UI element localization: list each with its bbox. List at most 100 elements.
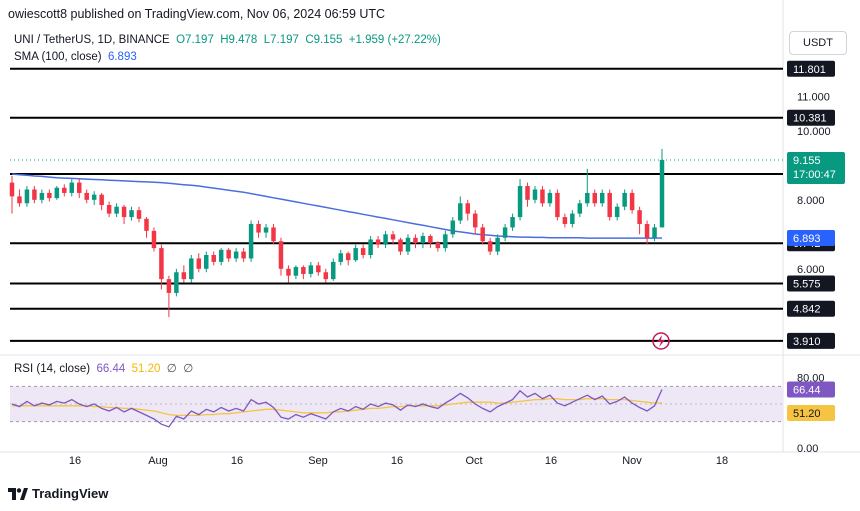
rsi-label: RSI (14, close) xyxy=(14,363,91,375)
candle-body xyxy=(629,192,635,211)
high-value: H9.478 xyxy=(220,34,258,46)
candle-body xyxy=(435,242,441,249)
candle-body xyxy=(450,220,456,235)
candle-body xyxy=(532,189,538,200)
rsi-line xyxy=(11,389,663,428)
candle-body xyxy=(278,241,284,269)
last-price-label: 9.155 xyxy=(793,155,821,167)
sma-tag xyxy=(787,230,835,246)
candle-body xyxy=(465,203,470,214)
candle-body xyxy=(166,279,172,293)
candle-body xyxy=(196,258,202,269)
rsi-ma-tag-label: 51.20 xyxy=(793,408,821,420)
candle-body xyxy=(585,192,590,204)
candle-body xyxy=(271,227,276,242)
close-value: C9.155 xyxy=(305,34,343,46)
candle-body xyxy=(129,210,134,218)
candle-body xyxy=(286,268,291,276)
candle-body xyxy=(547,192,553,204)
price-tick-label: 8.000 xyxy=(797,195,825,207)
candle-body xyxy=(77,182,82,193)
symbol-legend: UNI / TetherUS, 1D, BINANCE O7.197 H9.47… xyxy=(14,34,441,46)
price-tick-label: 10.000 xyxy=(797,126,831,138)
candle-body xyxy=(614,206,620,218)
sma-label: SMA (100, close) xyxy=(14,51,102,63)
candle-body xyxy=(316,265,321,273)
candle-body xyxy=(181,272,187,280)
candle-body xyxy=(136,210,142,219)
candle-body xyxy=(204,255,209,269)
level-tag-label: 11.801 xyxy=(793,64,826,76)
price-tick-label: 11.000 xyxy=(797,91,830,103)
candle-body xyxy=(323,272,329,280)
change-value: +1.959 (+27.22%) xyxy=(348,34,441,46)
sma-legend[interactable]: SMA (100, close) 6.893 xyxy=(14,51,137,63)
candle-body xyxy=(360,248,366,255)
rsi-extra-1: ∅ xyxy=(166,363,177,375)
time-tick-label: 16 xyxy=(69,455,81,467)
candle-body xyxy=(555,192,560,218)
candle-body xyxy=(218,249,224,262)
time-tick-label: Aug xyxy=(148,455,168,467)
price-chart[interactable]: 11.00010.0008.0006.00011.80110.3818.7486… xyxy=(0,0,860,480)
candle-body xyxy=(17,196,22,204)
candle-body xyxy=(39,192,45,200)
candle-body xyxy=(592,192,597,204)
candle-body xyxy=(398,239,403,252)
candle-body xyxy=(390,234,396,240)
candle-body xyxy=(443,234,448,249)
candle-body xyxy=(525,186,530,200)
sma-value: 6.893 xyxy=(107,51,137,63)
rsi-value-tag-label: 66.44 xyxy=(793,385,821,397)
candle-body xyxy=(121,206,127,218)
candle-body xyxy=(144,218,149,231)
candle-body xyxy=(226,249,231,259)
candle-body xyxy=(659,160,665,228)
candle-body xyxy=(420,236,426,243)
candle-body xyxy=(607,192,612,218)
candle-body xyxy=(69,182,75,193)
sma-tag-label: 6.893 xyxy=(793,233,821,245)
candle-body xyxy=(47,192,52,199)
lightning-bolt-icon xyxy=(657,335,665,347)
level-tag-label: 5.575 xyxy=(793,278,821,290)
candle-body xyxy=(84,192,89,200)
low-value: L7.197 xyxy=(263,34,299,46)
level-tag xyxy=(787,332,835,349)
candle-body xyxy=(599,192,605,204)
rsi-tick-label: 0.00 xyxy=(797,443,818,455)
candle-body xyxy=(644,223,650,238)
rsi-ma-tag xyxy=(787,404,835,421)
symbol-name[interactable]: UNI / TetherUS, 1D, BINANCE xyxy=(14,34,170,46)
candle-body xyxy=(637,210,642,224)
candle-body xyxy=(652,227,657,238)
logo-text: TradingView xyxy=(32,486,109,501)
tradingview-logo[interactable]: TradingView xyxy=(8,486,108,501)
currency-button[interactable]: USDT xyxy=(789,31,847,55)
candle-body xyxy=(428,236,433,243)
time-tick-label: 16 xyxy=(391,455,403,467)
candle-body xyxy=(458,203,463,221)
candle-body xyxy=(577,203,583,214)
level-tag-label: 4.842 xyxy=(793,304,821,316)
candle-body xyxy=(9,182,15,197)
level-tag xyxy=(787,60,835,77)
level-tag xyxy=(787,109,835,126)
candle-body xyxy=(99,194,104,205)
candle-body xyxy=(301,267,306,274)
tradingview-logo-icon xyxy=(8,487,28,500)
candle-body xyxy=(308,265,314,274)
candle-body xyxy=(248,223,254,259)
candle-body xyxy=(480,227,485,242)
candle-body xyxy=(502,227,508,238)
time-tick-label: 18 xyxy=(716,455,728,467)
candle-body xyxy=(159,248,164,280)
candle-body xyxy=(114,206,119,214)
candle-body xyxy=(383,234,388,245)
sma-line xyxy=(11,173,663,239)
rsi-legend[interactable]: RSI (14, close) 66.44 51.20 ∅ ∅ xyxy=(14,361,193,375)
candle-body xyxy=(517,186,523,218)
time-tick-label: Oct xyxy=(465,455,482,467)
candle-body xyxy=(622,192,627,207)
candle-body xyxy=(405,237,411,252)
